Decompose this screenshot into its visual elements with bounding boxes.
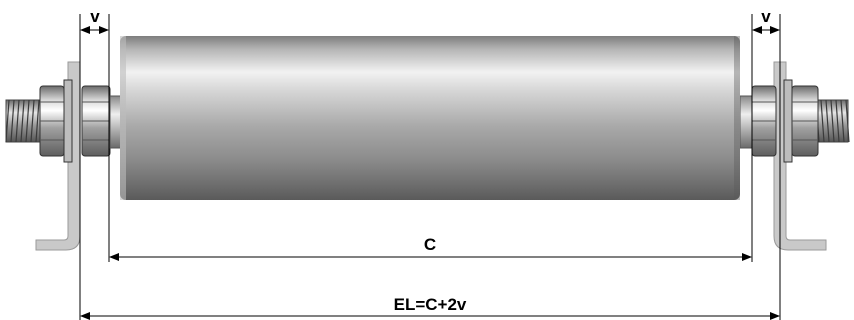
dimension-v-right: v bbox=[752, 7, 780, 34]
right-outer-nut bbox=[791, 85, 819, 157]
left-inner-nut bbox=[81, 85, 111, 157]
left-outer-nut bbox=[39, 85, 65, 157]
dimension-c: C bbox=[109, 235, 752, 261]
witness-lines bbox=[79, 14, 781, 320]
dimension-el: EL=C+2v bbox=[80, 295, 780, 320]
label-v-right: v bbox=[761, 7, 771, 26]
label-c: C bbox=[424, 235, 436, 254]
label-v-left: v bbox=[90, 7, 100, 26]
left-threaded-shaft bbox=[5, 99, 47, 143]
left-washer bbox=[63, 79, 73, 163]
roller-tube bbox=[120, 36, 740, 200]
right-shaft-stub bbox=[739, 95, 753, 149]
label-el: EL=C+2v bbox=[394, 295, 467, 314]
right-inner-nut bbox=[751, 85, 777, 157]
dimension-v-left: v bbox=[80, 7, 109, 34]
right-washer bbox=[783, 79, 793, 163]
